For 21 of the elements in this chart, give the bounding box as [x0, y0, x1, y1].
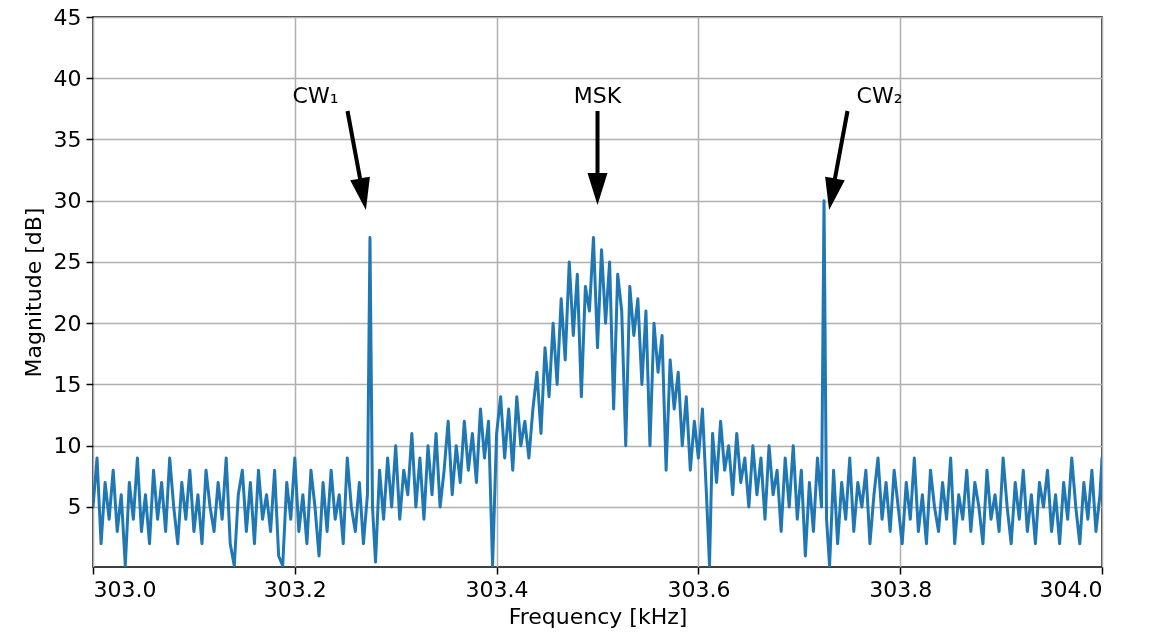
x-axis-title: Frequency [kHz]: [508, 603, 688, 629]
x-tick-label: 303.8: [869, 576, 933, 602]
x-tick-label: 303.2: [263, 576, 327, 602]
y-tick-label: 30: [53, 188, 82, 214]
x-tick-label: 304.0: [1039, 576, 1103, 602]
y-tick-label: 15: [53, 371, 82, 397]
annotation: CW₁: [292, 83, 339, 108]
x-tick-label: 303.6: [667, 576, 731, 602]
y-tick-label: 20: [53, 310, 82, 336]
y-axis-title: Magnitude [dB]: [20, 207, 46, 378]
y-tick-label: 40: [53, 65, 82, 91]
x-tick-label: 303.0: [93, 576, 157, 602]
y-tick-label: 10: [53, 433, 82, 459]
annotation: MSK: [573, 83, 622, 108]
y-tick-label: 35: [53, 126, 82, 152]
annotation: CW₂: [856, 83, 903, 108]
x-tick-label: 303.4: [465, 576, 529, 602]
y-tick-label: 5: [67, 494, 82, 520]
y-tick-label: 25: [53, 249, 82, 275]
y-tick-label: 45: [53, 4, 82, 30]
line-series: [93, 199, 1102, 567]
